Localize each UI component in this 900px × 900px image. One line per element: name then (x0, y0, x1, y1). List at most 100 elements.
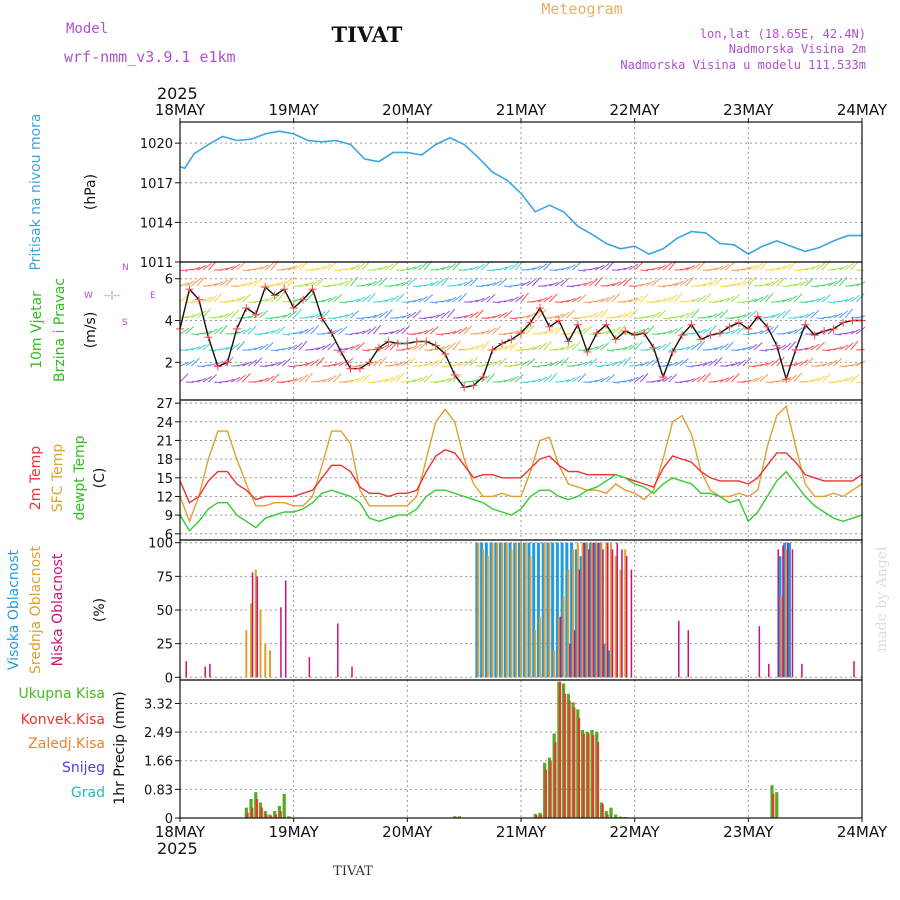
wind-barb (401, 347, 411, 351)
wind-barb (503, 377, 514, 383)
y-tick-label: 2.49 (144, 726, 173, 741)
dewpt-line (179, 470, 863, 532)
temp-unit: (C) (92, 468, 108, 489)
wind-barb (532, 378, 542, 383)
high-cloud-bar (503, 542, 507, 678)
wind-barb (480, 341, 490, 351)
wind-barb (441, 310, 451, 319)
wind-barb (839, 378, 849, 383)
wind-barb (202, 376, 212, 383)
conv-precip-bar (592, 735, 595, 818)
wind-barb (799, 313, 809, 319)
mid-cloud-bar (785, 549, 788, 678)
wind-barb (799, 359, 809, 367)
y-tick-label: 75 (156, 570, 173, 585)
conv-precip-bar (568, 700, 571, 818)
wind-barb (611, 360, 622, 367)
wind-barb (515, 328, 525, 335)
wind-barb (577, 349, 586, 351)
wind-barb (679, 278, 690, 287)
wind-barb (185, 314, 195, 319)
wind-barb (560, 357, 569, 367)
wind-barb (202, 262, 212, 271)
total-precip-bar (277, 805, 282, 818)
wind-barb (839, 344, 849, 351)
elevation-label: Nadmorska Visina 2m (729, 42, 866, 56)
wind-barb (412, 377, 423, 383)
wind-barb (378, 265, 389, 271)
wind-barb (412, 285, 421, 288)
wind-barb (725, 317, 734, 319)
wind-barb (401, 301, 410, 303)
wind-barb (674, 280, 684, 287)
wind-barb (577, 282, 587, 287)
wind-barb (583, 359, 593, 367)
wind-barb (469, 356, 478, 367)
wind-barb (736, 314, 747, 319)
x-tick-label-bottom: 23MAY (723, 823, 774, 841)
wind-barb (202, 296, 212, 303)
wind-barb (566, 309, 575, 319)
wind-barb (589, 346, 599, 351)
wind-barb (264, 341, 274, 351)
wind-barb (276, 360, 286, 367)
total-precip-bar (533, 813, 537, 818)
high-cloud-bar (508, 542, 512, 678)
wind-barb (191, 379, 201, 383)
total-precip-bar (457, 816, 462, 818)
wind-barb (719, 297, 730, 303)
mid-cloud-bar (254, 569, 257, 678)
wind-barb (293, 263, 303, 271)
total-precip-bar (244, 807, 248, 818)
model-label: Model (66, 21, 108, 37)
year-top: 2025 (157, 84, 198, 103)
wind-barb (731, 269, 739, 272)
wind-barb (219, 324, 228, 335)
wind-barb (549, 315, 559, 319)
wind-barb (577, 373, 587, 383)
wind-barb (185, 348, 195, 351)
wind-barb (680, 333, 688, 336)
wind-barb (321, 309, 331, 319)
wind-barb (242, 373, 251, 383)
wind-barb (253, 266, 263, 271)
wind-barb (321, 297, 332, 303)
wind-barb (361, 261, 370, 271)
total-precip-bar (571, 702, 575, 818)
mid-cloud-bar (557, 616, 560, 678)
wind-barb (714, 266, 724, 271)
wind-barb (321, 377, 332, 383)
wind-barb (424, 361, 434, 367)
wind-barb (276, 280, 286, 287)
wind-barb (520, 314, 531, 319)
high-cloud-bar (783, 542, 787, 678)
wind-barb (668, 294, 678, 303)
wind-barb (640, 269, 649, 272)
wind-barb (214, 381, 222, 384)
high-cloud-bar (560, 542, 564, 678)
wind-barb (594, 378, 605, 383)
wind-barb (276, 326, 286, 335)
wind-barb (747, 276, 757, 287)
mid-cloud-bar (245, 630, 248, 678)
wind-barb (503, 264, 514, 271)
wind-barb (708, 347, 718, 351)
wind-barb (725, 329, 735, 335)
wind-barb (412, 343, 423, 351)
mid-cloud-bar (619, 569, 622, 678)
wind-barb (634, 283, 644, 287)
wind-barb (492, 280, 502, 287)
wind-barb (827, 280, 838, 287)
wind-barb (827, 359, 838, 367)
wind-barb (640, 282, 650, 287)
wind-barb (725, 295, 735, 303)
wind-barb (787, 295, 798, 303)
wind-barb (486, 315, 496, 319)
wind-barb (776, 356, 785, 367)
wind-barb (185, 325, 195, 335)
mid-cloud-bar (505, 542, 508, 678)
wind-barb (179, 294, 189, 303)
wind-barb (492, 359, 502, 367)
wind-barb (310, 358, 320, 367)
wind-barb (475, 285, 484, 287)
